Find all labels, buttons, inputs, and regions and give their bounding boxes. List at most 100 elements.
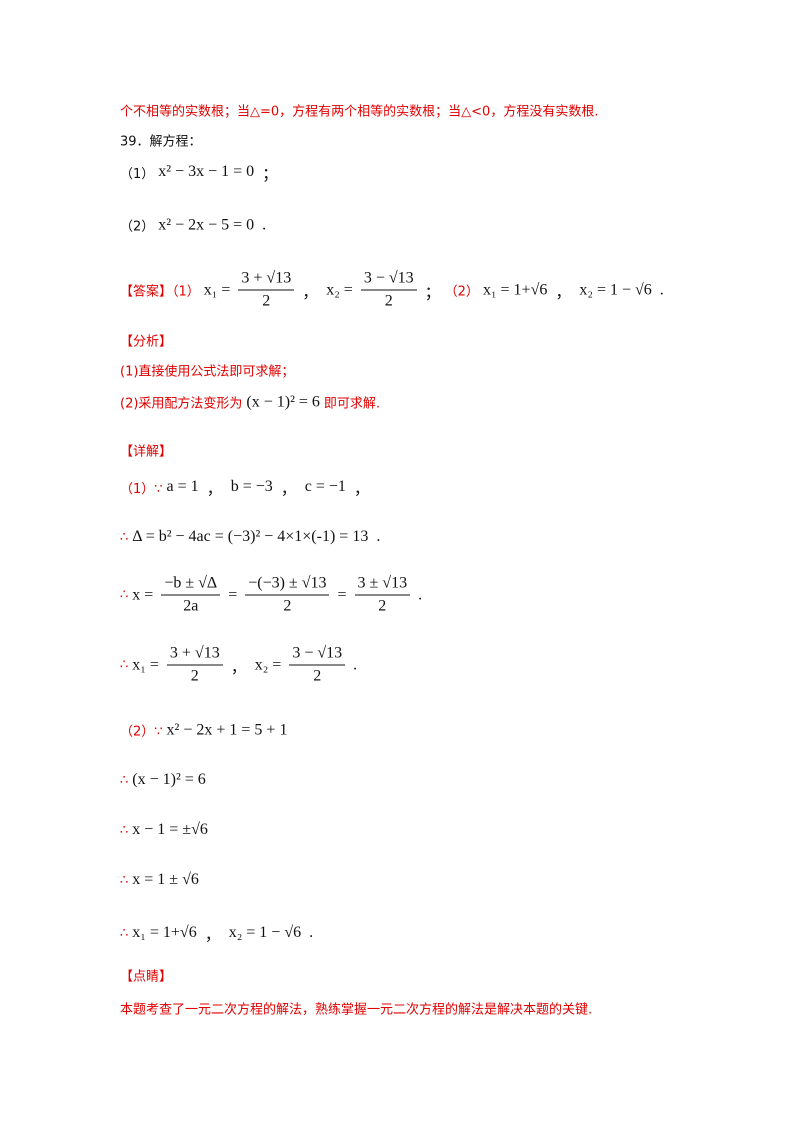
text-line: （1）∵ a = 1 ， b = −3 ， c = −1 ， bbox=[120, 475, 374, 499]
math: x − 1 = ±√6 bbox=[132, 821, 208, 838]
math: ， bbox=[280, 481, 297, 498]
text: 个不相等的实数根；当△=0，方程有两个相等的实数根；当△<0，方程没有实数根. bbox=[120, 104, 599, 120]
text-line: 【详解】 bbox=[120, 441, 172, 460]
text-line: ∴ x − 1 = ±√6 bbox=[120, 821, 212, 839]
fraction: −b ± √Δ 2a bbox=[161, 575, 221, 616]
denominator: 2 bbox=[190, 667, 199, 685]
math: x = bbox=[132, 586, 154, 603]
fraction: 3 − √13 2 bbox=[289, 645, 346, 686]
numerator: 3 + √13 bbox=[238, 270, 295, 291]
math: x₂ = bbox=[326, 281, 353, 298]
text: ∴ bbox=[120, 872, 129, 888]
denominator: 2a bbox=[183, 597, 199, 615]
fraction: 3 ± √13 2 bbox=[354, 575, 411, 616]
math: x₁ = bbox=[132, 656, 159, 673]
text: ∴ bbox=[120, 925, 129, 941]
denominator: 2 bbox=[283, 597, 292, 615]
math: (x − 1)² = 6 bbox=[246, 393, 320, 410]
math: ， bbox=[230, 659, 247, 676]
text-line: 【分析】 bbox=[120, 331, 172, 350]
math: x = 1 ± √6 bbox=[132, 871, 199, 888]
text-line: ∴ Δ = b² − 4ac = (−3)² − 4×1×(-1) = 13. bbox=[120, 528, 384, 546]
text-line: 39．解方程： bbox=[120, 131, 202, 150]
text: 【答案】（1） bbox=[120, 284, 200, 300]
math: ， bbox=[204, 927, 221, 944]
math: x² − 2x + 1 = 5 + 1 bbox=[166, 721, 288, 738]
text: ∴ bbox=[120, 772, 129, 788]
fraction: 3 + √13 2 bbox=[166, 645, 223, 686]
denominator: 2 bbox=[384, 292, 393, 310]
denominator: 2 bbox=[378, 597, 387, 615]
math: . bbox=[353, 656, 358, 673]
fraction: 3 + √13 2 bbox=[238, 270, 295, 311]
math: ， bbox=[353, 481, 370, 498]
text: （2） bbox=[120, 219, 155, 235]
denominator: 2 bbox=[262, 292, 271, 310]
text: ∴ bbox=[120, 657, 129, 673]
text-line: ∴ x = 1 ± √6 bbox=[120, 871, 203, 889]
math: ； bbox=[424, 284, 441, 301]
text-line: 个不相等的实数根；当△=0，方程有两个相等的实数根；当△<0，方程没有实数根. bbox=[120, 101, 598, 120]
math: . bbox=[309, 924, 314, 941]
text: （2） bbox=[444, 284, 479, 300]
numerator: −b ± √Δ bbox=[161, 575, 221, 596]
text: 本题考查了一元二次方程的解法，熟练掌握一元二次方程的解法是解决本题的关键. bbox=[120, 1002, 593, 1018]
text-line: （2） x² − 2x − 5 = 0. bbox=[120, 216, 270, 235]
math: = bbox=[337, 586, 347, 603]
text-line: ∴ x₁ = 3 + √13 2， x₂ = 3 − √13 2. bbox=[120, 645, 361, 686]
text: ∴ bbox=[120, 822, 129, 838]
math: x² − 2x − 5 = 0 bbox=[158, 216, 255, 233]
text: (1)直接使用公式法即可求解； bbox=[120, 364, 295, 380]
math: ； bbox=[262, 166, 279, 183]
math: c = −1 bbox=[304, 478, 346, 495]
text-line: 【点睛】 bbox=[120, 966, 172, 985]
text-line: (2)采用配方法变形为 (x − 1)² = 6 即可求解. bbox=[120, 393, 380, 412]
math: . bbox=[376, 528, 381, 545]
text: （1） bbox=[120, 166, 155, 182]
text: 【点睛】 bbox=[120, 969, 173, 985]
text: 【分析】 bbox=[120, 334, 173, 350]
text: 39．解方程： bbox=[120, 134, 202, 150]
math: x₂ = 1 − √6 bbox=[228, 924, 302, 941]
denominator: 2 bbox=[313, 667, 322, 685]
text: ∴ bbox=[120, 587, 129, 603]
text-line: ∴ (x − 1)² = 6 bbox=[120, 771, 210, 789]
math: x₂ = bbox=[254, 656, 282, 673]
fraction: 3 − √13 2 bbox=[360, 270, 417, 311]
math: . bbox=[262, 216, 267, 233]
math: x₁ = bbox=[203, 281, 231, 298]
text: （1）∵ bbox=[120, 481, 163, 497]
math: . bbox=[418, 586, 423, 603]
numerator: −(−3) ± √13 bbox=[245, 575, 330, 596]
math: x² − 3x − 1 = 0 bbox=[158, 163, 255, 180]
math: x₁ = 1+√6 bbox=[482, 281, 548, 298]
text: ∴ bbox=[120, 529, 129, 545]
math: (x − 1)² = 6 bbox=[132, 771, 206, 788]
math: ， bbox=[555, 284, 572, 301]
numerator: 3 + √13 bbox=[166, 645, 223, 666]
math: x₁ = 1+√6 bbox=[132, 924, 197, 941]
text: （2）∵ bbox=[120, 724, 163, 740]
math: Δ = b² − 4ac = (−3)² − 4×1×(-1) = 13 bbox=[132, 528, 369, 545]
text-line: ∴ x = −b ± √Δ 2a = −(−3) ± √13 2 = 3 ± √13 2. bbox=[120, 575, 426, 616]
math: x₂ = 1 − √6 bbox=[579, 281, 652, 298]
text-line: （1） x² − 3x − 1 = 0 ； bbox=[120, 160, 282, 184]
text-line: ∴ x₁ = 1+√6 ， x₂ = 1 − √6. bbox=[120, 921, 317, 945]
text-line: 【答案】（1） x₁ = 3 + √13 2， x₂ = 3 − √13 2；（2） x₁ =… bbox=[120, 270, 668, 311]
text-line: （2）∵ x² − 2x + 1 = 5 + 1 bbox=[120, 721, 291, 740]
math: a = 1 bbox=[166, 478, 199, 495]
math: = bbox=[228, 586, 238, 603]
text: 即可求解. bbox=[323, 396, 381, 412]
text: 【详解】 bbox=[120, 444, 173, 460]
math: ， bbox=[206, 481, 223, 498]
fraction: −(−3) ± √13 2 bbox=[245, 575, 330, 616]
math: . bbox=[659, 281, 664, 298]
text: (2)采用配方法变形为 bbox=[120, 396, 243, 412]
math: b = −3 bbox=[230, 478, 273, 495]
text-line: 本题考查了一元二次方程的解法，熟练掌握一元二次方程的解法是解决本题的关键. bbox=[120, 999, 592, 1018]
text-line: (1)直接使用公式法即可求解； bbox=[120, 361, 294, 380]
math: ， bbox=[302, 284, 319, 301]
numerator: 3 ± √13 bbox=[354, 575, 411, 596]
numerator: 3 − √13 bbox=[289, 645, 346, 666]
